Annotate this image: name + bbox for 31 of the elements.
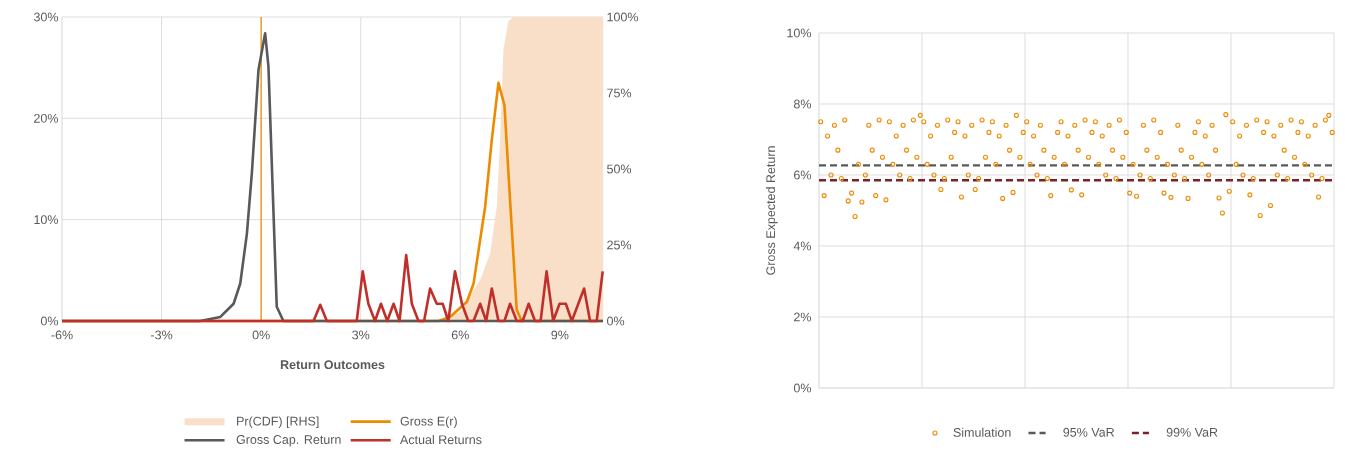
- y-tick-label: 30%: [33, 12, 59, 22]
- y2-tick-label: 75%: [607, 88, 632, 98]
- y-tick-label: 4%: [793, 241, 812, 251]
- y-tick-label: 10%: [34, 215, 59, 225]
- y-axis-title: Gross Expected Return: [765, 146, 778, 275]
- y-tick-label: 0%: [40, 316, 59, 326]
- x-tick-label: 9%: [551, 330, 569, 340]
- y-tick-label: 20%: [34, 113, 59, 123]
- x-tick-label: 6%: [451, 330, 469, 340]
- y-tick-label: 0%: [793, 383, 812, 393]
- line-series: [60, 253, 604, 323]
- y2-tick-label: 25%: [607, 240, 632, 250]
- legend-label: 95% VaR: [1063, 427, 1115, 437]
- x-axis-title: Return Outcomes: [280, 360, 385, 370]
- legend-label: Gross Cap. Return: [236, 435, 341, 447]
- y-tick-label: 8%: [793, 99, 812, 109]
- x-tick-label: -3%: [151, 330, 173, 340]
- x-tick-label: 0%: [252, 330, 270, 340]
- legend-label: Gross E(r): [400, 416, 457, 429]
- legend-label: Simulation: [953, 427, 1011, 437]
- y-tick-label: 6%: [794, 170, 812, 180]
- legend-label: Actual Returns: [400, 434, 482, 445]
- x-tick-label: -6%: [51, 330, 73, 340]
- y-tick-label: 10%: [787, 28, 812, 38]
- y2-tick-label: 50%: [607, 164, 632, 174]
- x-tick-label: 3%: [352, 330, 370, 340]
- y2-tick-label: 100%: [607, 12, 639, 22]
- y2-tick-label: 0%: [607, 316, 625, 326]
- legend-label: Pr(CDF) [RHS]: [237, 416, 319, 429]
- y-tick-label: 2%: [794, 312, 812, 322]
- legend-label: 99% VaR: [1166, 427, 1218, 437]
